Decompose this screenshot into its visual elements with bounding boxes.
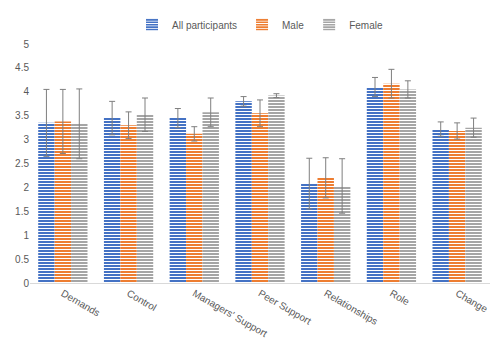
svg-text:2.5: 2.5 bbox=[15, 158, 29, 169]
svg-text:1: 1 bbox=[23, 230, 29, 241]
svg-text:Role: Role bbox=[388, 288, 412, 308]
svg-text:5: 5 bbox=[23, 39, 29, 50]
svg-text:0: 0 bbox=[23, 278, 29, 289]
svg-text:Demands: Demands bbox=[59, 288, 102, 319]
svg-text:Change: Change bbox=[454, 288, 490, 315]
svg-text:All participants: All participants bbox=[172, 20, 237, 31]
svg-text:3: 3 bbox=[23, 134, 29, 145]
svg-text:0.5: 0.5 bbox=[15, 254, 29, 265]
svg-text:Control: Control bbox=[125, 288, 158, 314]
svg-text:Female: Female bbox=[349, 20, 383, 31]
svg-text:Peer Support: Peer Support bbox=[257, 288, 314, 327]
svg-text:Relationships: Relationships bbox=[322, 288, 380, 328]
svg-text:2: 2 bbox=[23, 182, 29, 193]
svg-text:Male: Male bbox=[282, 20, 304, 31]
svg-text:1.5: 1.5 bbox=[15, 206, 29, 217]
svg-text:4.5: 4.5 bbox=[15, 62, 29, 73]
svg-text:3.5: 3.5 bbox=[15, 110, 29, 121]
svg-text:Managers' Support: Managers' Support bbox=[191, 288, 270, 340]
svg-text:4: 4 bbox=[23, 86, 29, 97]
